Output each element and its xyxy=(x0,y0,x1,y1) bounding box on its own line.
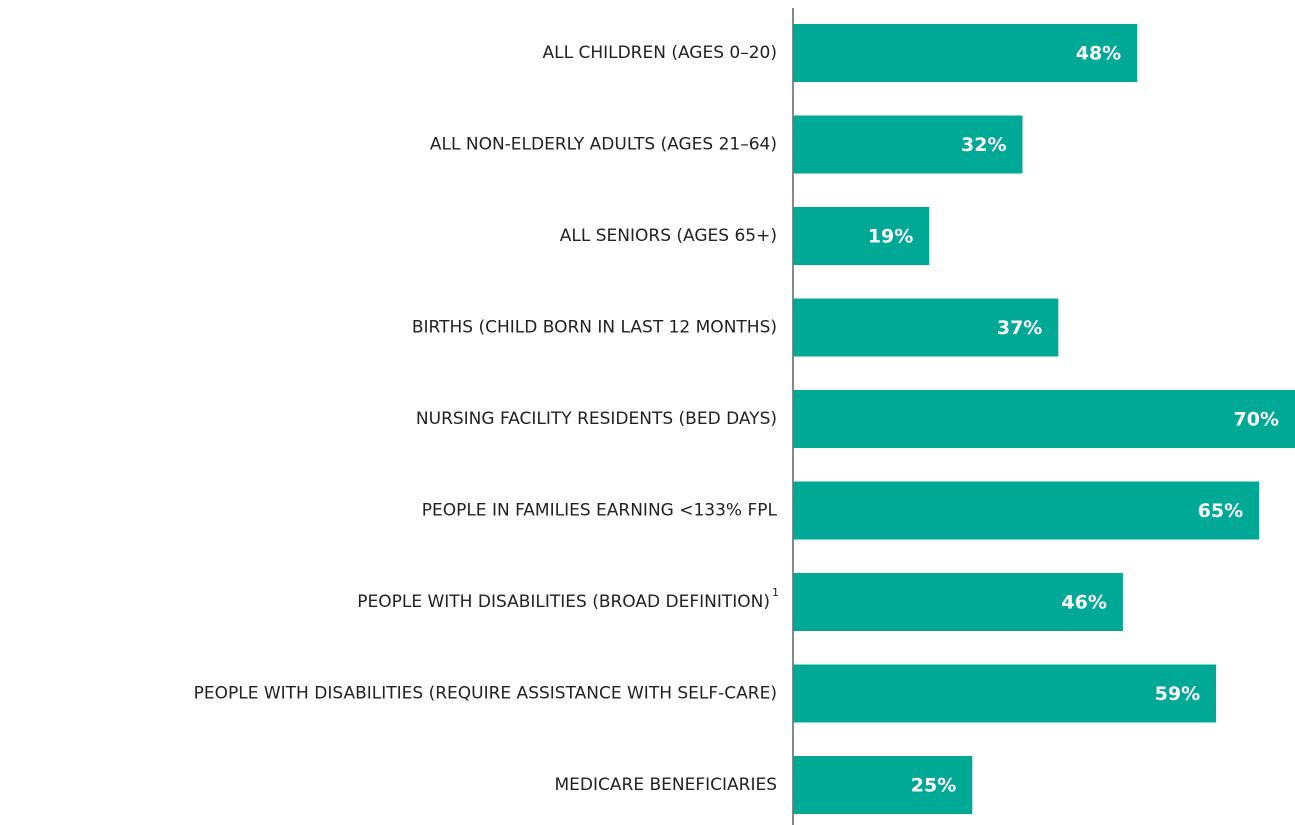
category-label: PEOPLE WITH DISABILITIES (BROAD DEFINITI… xyxy=(357,592,770,612)
bar xyxy=(793,115,1023,174)
bar xyxy=(793,573,1123,631)
bar xyxy=(793,756,973,814)
category-label: NURSING FACILITY RESIDENTS (BED DAYS) xyxy=(416,409,777,429)
footnote-marker: 1 xyxy=(772,586,779,599)
category-label: PEOPLE WITH DISABILITIES (REQUIRE ASSIST… xyxy=(194,684,777,704)
bar xyxy=(793,664,1217,723)
category-label: PEOPLE IN FAMILIES EARNING <133% FPL xyxy=(422,501,778,521)
value-label: 46% xyxy=(1061,592,1106,614)
bar xyxy=(793,481,1260,540)
category-label: BIRTHS (CHILD BORN IN LAST 12 MONTHS) xyxy=(412,318,777,338)
value-label: 32% xyxy=(961,134,1006,156)
category-label: ALL NON-ELDERLY ADULTS (AGES 21–64) xyxy=(430,135,777,155)
value-label: 25% xyxy=(911,775,956,797)
value-label: 59% xyxy=(1155,683,1200,705)
value-label: 70% xyxy=(1234,409,1279,431)
category-label: ALL CHILDREN (AGES 0–20) xyxy=(542,43,777,63)
bar xyxy=(793,24,1138,82)
category-label: ALL SENIORS (AGES 65+) xyxy=(560,226,777,246)
bar xyxy=(793,207,930,265)
bar xyxy=(793,390,1295,448)
bar xyxy=(793,298,1059,357)
category-label: MEDICARE BENEFICIARIES xyxy=(555,775,778,795)
value-label: 48% xyxy=(1076,43,1121,65)
value-label: 65% xyxy=(1198,500,1243,522)
value-label: 19% xyxy=(868,226,913,248)
value-label: 37% xyxy=(997,317,1042,339)
